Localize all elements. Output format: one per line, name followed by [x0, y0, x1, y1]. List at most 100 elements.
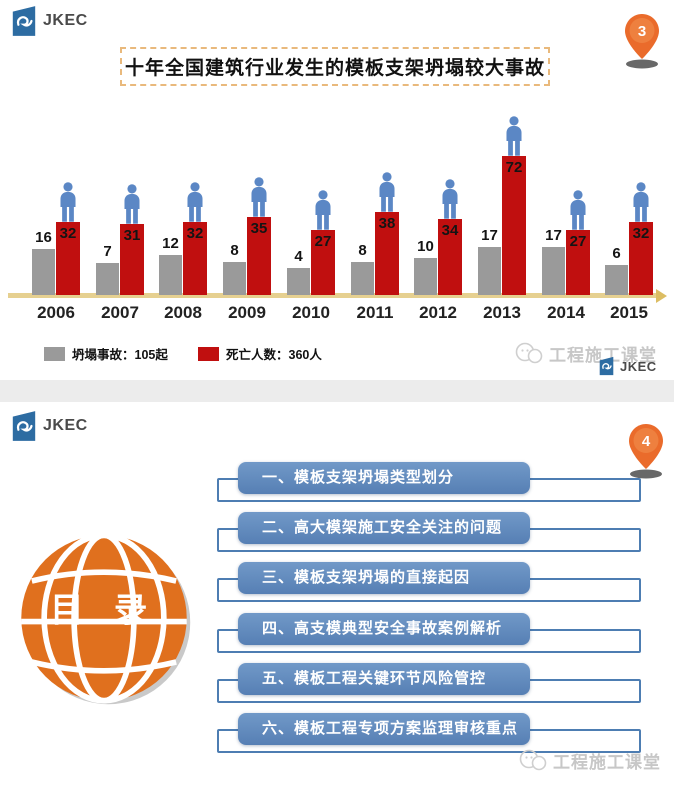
legend-label-collapse: 坍塌事故：105起: [72, 348, 168, 362]
year-label-2008: 2008: [164, 303, 202, 322]
watermark-text: 工程施工课堂: [549, 346, 657, 365]
slide-title-box: 十年全国建筑行业发生的模板支架坍塌较大事故: [120, 47, 550, 86]
bar-deaths-2015: [629, 222, 653, 295]
bar-collapse-2006: [32, 249, 55, 295]
year-label-2009: 2009: [228, 303, 266, 322]
bar-collapse-value-2008: 12: [162, 235, 179, 252]
year-label-2015: 2015: [610, 303, 648, 322]
bar-deaths-2006: [56, 222, 80, 295]
bar-deaths-value-2015: 32: [632, 225, 650, 242]
jkec-logo-mark-icon: [12, 6, 36, 36]
page-marker-pin: 3: [622, 12, 662, 70]
bar-chart: 16 32 2006 7 31 2007 12 32 2008 8 35 2009 4 27 2010 8 38…: [0, 90, 674, 330]
legend-swatch-collapse: [44, 346, 65, 361]
toc-item-6: 六、模板工程专项方案监理审核重点: [0, 713, 674, 757]
year-label-2014: 2014: [547, 303, 585, 322]
bar-collapse-2007: [96, 263, 119, 295]
person-icon-2009: [248, 176, 270, 218]
jkec-logo-text: JKEC: [43, 12, 88, 29]
bar-collapse-value-2010: 4: [294, 248, 303, 265]
person-icon-2006: [57, 181, 79, 223]
bar-collapse-2011: [351, 262, 374, 295]
bar-deaths-2013: [502, 156, 526, 295]
bar-collapse-2009: [223, 262, 246, 295]
watermark: 工程施工课堂: [518, 748, 661, 773]
bar-deaths-value-2011: 38: [378, 215, 396, 232]
page-number: 3: [638, 23, 646, 40]
pin-icon: 4: [629, 424, 663, 479]
bar-deaths-value-2009: 35: [250, 220, 268, 237]
bar-collapse-2013: [478, 247, 501, 295]
bar-collapse-value-2006: 16: [35, 229, 52, 246]
year-label-2012: 2012: [419, 303, 457, 322]
year-label-2013: 2013: [483, 303, 521, 322]
jkec-footer-logo-text: JKEC: [620, 358, 657, 374]
bar-deaths-2012: [438, 219, 462, 295]
legend-item-deaths: 死亡人数：360人: [198, 344, 322, 363]
x-axis-arrow-icon: [656, 289, 667, 303]
person-icon-2015: [630, 181, 652, 223]
slide-accident-chart: JKEC 3 十年全国建筑行业发生的模板支架坍塌较大事故 16 32 2006 7 31…: [0, 0, 674, 380]
bar-deaths-value-2008: 32: [186, 225, 204, 242]
page-marker-pin: 4: [626, 422, 666, 480]
bar-deaths-value-2013: 72: [505, 159, 523, 176]
person-icon-2014: [567, 189, 589, 231]
person-icon-2008: [184, 181, 206, 223]
toc-item-label: 五、模板工程关键环节风险管控: [238, 663, 530, 695]
person-icon-2011: [376, 171, 398, 213]
bar-collapse-2008: [159, 255, 182, 295]
bar-collapse-2015: [605, 265, 628, 295]
person-icon-2007: [121, 183, 143, 225]
toc-item-label: 一、模板支架坍塌类型划分: [238, 462, 530, 494]
jkec-logo-text: JKEC: [43, 417, 88, 434]
person-icon-2010: [312, 189, 334, 231]
bar-collapse-2010: [287, 268, 310, 295]
toc-item-2: 二、高大模架施工安全关注的问题: [0, 512, 674, 556]
slide-title: 十年全国建筑行业发生的模板支架坍塌较大事故: [124, 58, 545, 79]
jkec-footer-logo: JKEC: [598, 356, 657, 376]
toc-item-label: 六、模板工程专项方案监理审核重点: [238, 713, 530, 745]
year-label-2010: 2010: [292, 303, 330, 322]
toc-item-4: 四、高支模典型安全事故案例解析: [0, 613, 674, 657]
legend-swatch-deaths: [198, 346, 219, 361]
bar-collapse-value-2013: 17: [481, 227, 498, 244]
jkec-logo: JKEC: [10, 5, 88, 37]
year-label-2011: 2011: [356, 303, 394, 322]
bar-collapse-value-2014: 17: [545, 227, 562, 244]
person-icon-2013: [503, 115, 525, 157]
watermark: 工程施工课堂: [514, 341, 657, 366]
bar-collapse-2012: [414, 258, 437, 295]
bar-collapse-value-2009: 8: [230, 242, 239, 259]
pin-icon: 3: [625, 14, 659, 69]
page-number: 4: [642, 433, 651, 450]
x-axis-line: [8, 293, 658, 298]
bar-deaths-2010: [311, 230, 335, 295]
bar-deaths-2014: [566, 230, 590, 295]
jkec-logo-mark-icon: [12, 411, 36, 441]
globe-toc-icon: 目 录: [21, 532, 191, 705]
bar-deaths-2009: [247, 217, 271, 295]
wechat-icon: [515, 342, 543, 364]
jkec-logo-mark-icon: [599, 356, 614, 376]
bar-deaths-value-2014: 27: [569, 233, 587, 250]
toc-item-label: 二、高大模架施工安全关注的问题: [238, 512, 530, 544]
legend-label-deaths: 死亡人数：360人: [226, 348, 322, 362]
person-icon-2012: [439, 178, 461, 220]
bar-deaths-value-2006: 32: [59, 225, 77, 242]
toc-item-label: 四、高支模典型安全事故案例解析: [238, 613, 530, 645]
bar-collapse-value-2012: 10: [417, 238, 434, 255]
year-label-2006: 2006: [37, 303, 75, 322]
wechat-icon: [519, 749, 547, 771]
bar-deaths-2008: [183, 222, 207, 295]
toc-item-3: 三、模板支架坍塌的直接起因: [0, 562, 674, 606]
bar-collapse-2014: [542, 247, 565, 295]
watermark-text: 工程施工课堂: [553, 753, 661, 772]
bar-deaths-value-2012: 34: [441, 222, 459, 239]
toc-item-1: 一、模板支架坍塌类型划分: [0, 462, 674, 506]
year-label-2007: 2007: [101, 303, 139, 322]
legend-item-collapse: 坍塌事故：105起: [44, 344, 168, 363]
bar-collapse-value-2007: 7: [103, 243, 112, 260]
bar-deaths-value-2007: 31: [123, 227, 141, 244]
slide-toc: JKEC 4 目 录 一、模板支架坍塌类型划分 二、高大模架施工安全关注的问题 三、: [0, 402, 674, 801]
